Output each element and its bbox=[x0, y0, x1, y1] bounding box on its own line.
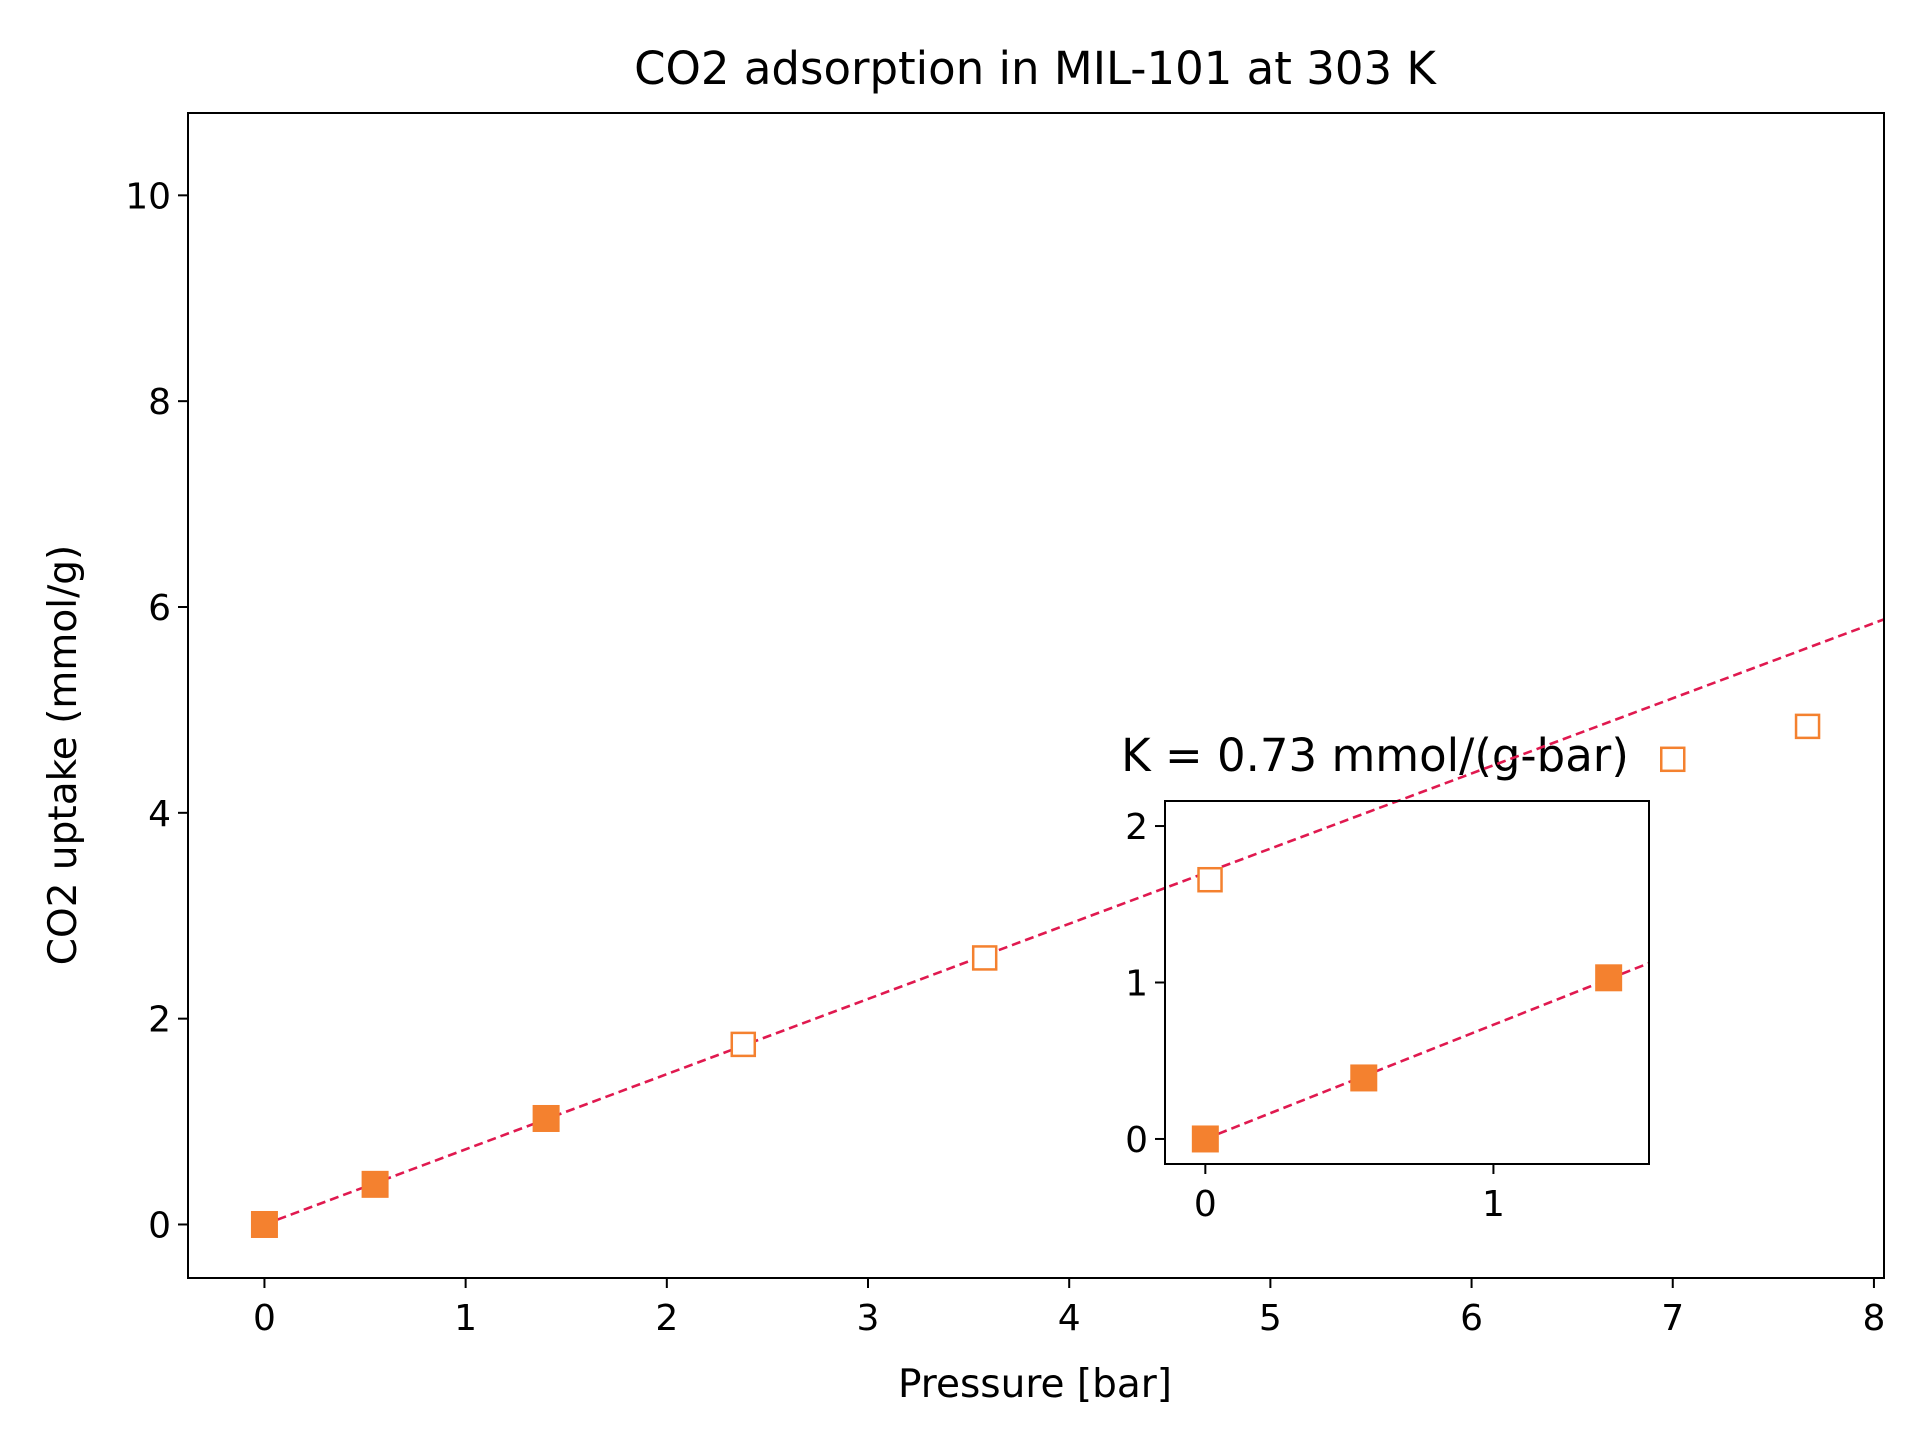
main-y-tick-label: 8 bbox=[148, 382, 171, 423]
main-open-point bbox=[971, 945, 998, 971]
main-frame bbox=[187, 112, 1885, 1279]
y-axis-label: CO2 uptake (mmol/g) bbox=[41, 545, 86, 965]
main-x-tick-label: 8 bbox=[1862, 1298, 1885, 1339]
main-x-tick-label: 7 bbox=[1661, 1298, 1684, 1339]
inset-y-tick-label: 0 bbox=[1125, 1120, 1148, 1161]
main-x-tick-label: 5 bbox=[1259, 1298, 1282, 1339]
main-y-tick-label: 2 bbox=[148, 1000, 171, 1041]
inset-x-tick-label: 0 bbox=[1194, 1184, 1217, 1225]
main-x-tick-label: 3 bbox=[857, 1298, 880, 1339]
main-fit-line bbox=[263, 618, 1884, 1226]
main-filled-point bbox=[250, 1210, 278, 1238]
main-x-tick-label: 4 bbox=[1058, 1298, 1081, 1339]
main-open-point bbox=[1794, 713, 1821, 740]
main-y-tick-label: 6 bbox=[148, 588, 171, 629]
inset-filled-point bbox=[1191, 1125, 1219, 1153]
inset-y-tick-label: 2 bbox=[1125, 807, 1148, 848]
inset-filled-point bbox=[1350, 1064, 1378, 1092]
inset-title: K = 0.73 mmol/(g-bar) bbox=[1121, 729, 1629, 782]
main-x-tick-label: 1 bbox=[454, 1298, 477, 1339]
main-open-point bbox=[730, 1031, 757, 1058]
main-x-tick-label: 0 bbox=[253, 1298, 276, 1339]
main-filled-point bbox=[361, 1170, 389, 1198]
main-open-point bbox=[1660, 746, 1686, 773]
main-x-tick-label: 2 bbox=[655, 1298, 678, 1339]
main-y-tick-label: 4 bbox=[148, 794, 171, 835]
inset-y-tick-label: 1 bbox=[1125, 963, 1148, 1004]
inset-x-tick-label: 1 bbox=[1482, 1184, 1505, 1225]
main-y-tick-label: 0 bbox=[148, 1205, 171, 1246]
inset-frame bbox=[1164, 800, 1650, 1165]
chart-title: CO2 adsorption in MIL-101 at 303 K bbox=[634, 42, 1437, 95]
main-y-tick-label: 10 bbox=[125, 176, 171, 217]
inset-plot-area: 0 1 0 1 2 bbox=[1125, 800, 1650, 1225]
inset-fit-line bbox=[1204, 961, 1649, 1141]
inset-filled-point bbox=[1595, 964, 1623, 992]
main-x-tick-label: 6 bbox=[1460, 1298, 1483, 1339]
main-filled-point bbox=[532, 1104, 560, 1132]
main-open-point bbox=[1197, 866, 1223, 893]
x-axis-label: Pressure [bar] bbox=[898, 1362, 1172, 1407]
